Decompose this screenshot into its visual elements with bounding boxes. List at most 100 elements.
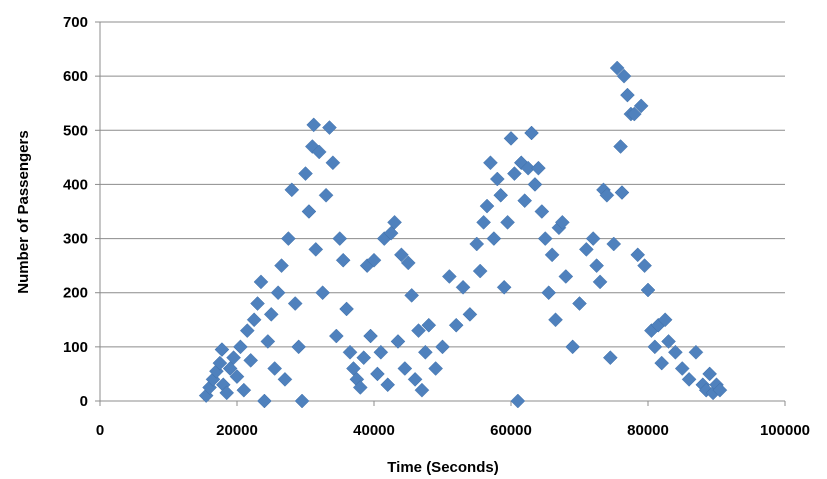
- data-point: [657, 312, 673, 328]
- data-point: [366, 252, 382, 268]
- data-point: [328, 328, 344, 344]
- data-point: [661, 334, 676, 349]
- y-tick-labels: 0 100 200 300 400 500 600 700: [63, 14, 88, 410]
- data-point: [421, 317, 437, 333]
- data-point: [524, 125, 539, 141]
- y-tick-label: 200: [63, 285, 88, 302]
- data-point: [260, 334, 276, 349]
- data-point: [229, 369, 245, 384]
- data-point: [298, 166, 313, 181]
- data-point: [236, 382, 252, 398]
- y-tick-label: 500: [63, 122, 88, 139]
- data-point: [520, 160, 536, 176]
- data-point: [609, 60, 625, 76]
- data-point: [383, 225, 399, 241]
- data-point: [640, 282, 656, 298]
- data-point: [585, 231, 601, 246]
- x-axis-title: Time (Seconds): [387, 459, 498, 476]
- data-point: [496, 279, 512, 295]
- data-point: [633, 98, 649, 114]
- data-point: [469, 236, 485, 252]
- data-point: [647, 339, 663, 355]
- data-point: [311, 144, 327, 160]
- data-point: [668, 344, 683, 360]
- data-point: [493, 187, 509, 203]
- data-point: [674, 361, 690, 376]
- data-point: [479, 198, 495, 214]
- data-point: [578, 242, 594, 257]
- data-point: [380, 377, 396, 393]
- data-point: [592, 274, 608, 290]
- x-tick-label: 100000: [760, 422, 810, 439]
- data-point: [322, 120, 337, 135]
- data-point: [548, 312, 563, 328]
- data-point: [507, 166, 522, 181]
- data-point: [483, 155, 498, 171]
- data-point: [517, 193, 533, 209]
- data-point: [503, 131, 519, 146]
- data-point: [363, 328, 378, 344]
- data-point: [616, 68, 632, 84]
- data-point: [335, 252, 351, 268]
- data-point: [541, 285, 557, 301]
- data-point: [462, 307, 478, 322]
- data-point: [397, 361, 413, 376]
- data-point: [287, 296, 303, 311]
- data-point: [318, 187, 334, 203]
- data-point: [352, 380, 368, 395]
- data-point: [339, 301, 354, 317]
- data-point: [602, 350, 618, 366]
- data-point: [599, 187, 615, 203]
- data-point: [233, 339, 248, 355]
- y-tick-label: 300: [63, 231, 88, 248]
- data-point: [284, 182, 300, 198]
- data-point: [537, 231, 553, 246]
- y-tick-label: 0: [80, 393, 88, 410]
- data-point: [418, 344, 433, 360]
- data-point: [527, 177, 543, 192]
- data-point: [404, 288, 420, 303]
- data-point: [325, 155, 341, 171]
- axes: [95, 21, 786, 406]
- y-axis-title: Number of Passengers: [15, 130, 32, 293]
- data-point: [267, 361, 283, 376]
- data-point: [253, 274, 269, 290]
- data-point: [681, 371, 697, 387]
- data-point: [277, 371, 293, 387]
- data-point: [294, 393, 310, 409]
- data-point: [702, 366, 718, 382]
- data-point: [455, 279, 471, 295]
- data-point: [565, 339, 581, 355]
- data-point: [274, 258, 289, 273]
- data-point: [428, 361, 444, 376]
- data-point: [270, 285, 286, 301]
- data-point: [626, 106, 642, 122]
- data-point: [219, 385, 235, 401]
- data-point: [306, 117, 322, 133]
- data-point: [342, 344, 358, 360]
- data-point: [414, 382, 430, 398]
- y-tick-label: 700: [63, 14, 88, 31]
- data-point: [315, 285, 330, 301]
- data-point: [407, 371, 423, 387]
- data-point: [435, 339, 450, 355]
- data-point: [239, 323, 255, 338]
- data-point: [544, 247, 560, 263]
- data-point: [510, 393, 526, 409]
- data-point: [614, 185, 630, 200]
- data-point: [214, 342, 230, 357]
- data-point: [589, 258, 604, 273]
- data-point: [531, 160, 546, 176]
- data-point: [534, 204, 550, 219]
- data-point: [263, 307, 279, 322]
- data-point: [222, 361, 238, 376]
- data-point: [558, 269, 574, 284]
- data-point: [394, 247, 409, 263]
- data-point: [472, 263, 488, 279]
- data-point: [346, 361, 361, 376]
- y-tick-label: 100: [63, 339, 88, 356]
- data-point: [476, 214, 491, 230]
- data-point: [712, 382, 728, 398]
- data-point: [486, 231, 502, 246]
- data-point: [301, 204, 317, 219]
